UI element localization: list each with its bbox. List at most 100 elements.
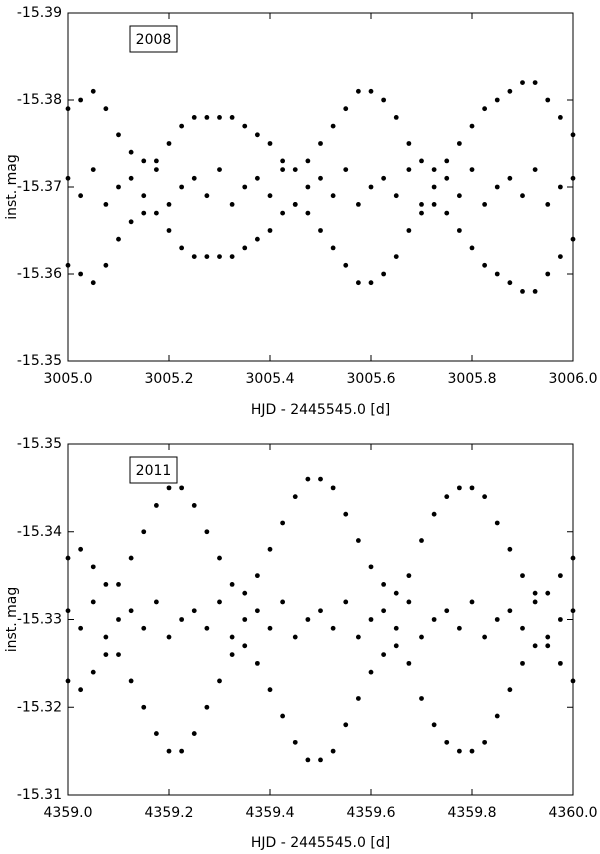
data-point xyxy=(343,722,349,728)
data-point xyxy=(419,634,424,640)
data-point xyxy=(128,175,134,181)
y-tick-label: -15.39 xyxy=(17,5,62,21)
data-point xyxy=(419,538,424,543)
x-tick-label: 4359.6 xyxy=(347,805,396,821)
data-point xyxy=(254,608,260,614)
data-point xyxy=(254,175,260,181)
data-point xyxy=(204,529,210,535)
data-point xyxy=(532,599,538,605)
x-tick-label: 4359.8 xyxy=(448,805,497,821)
data-point xyxy=(153,210,159,216)
data-point xyxy=(355,538,361,543)
data-point xyxy=(355,696,361,701)
data-point xyxy=(166,634,172,640)
data-point xyxy=(355,634,361,640)
data-point xyxy=(532,289,538,294)
data-point xyxy=(393,590,399,596)
data-point xyxy=(191,254,197,259)
y-tick-label: -15.37 xyxy=(17,179,62,195)
x-tick-label: 4359.4 xyxy=(246,805,295,821)
data-point xyxy=(532,167,538,173)
data-point xyxy=(280,713,286,719)
data-point xyxy=(456,193,462,199)
data-point xyxy=(330,193,336,199)
data-point xyxy=(343,262,349,268)
data-point xyxy=(318,141,323,146)
data-point xyxy=(419,202,424,207)
data-point xyxy=(507,608,513,614)
data-point xyxy=(318,608,323,614)
data-point xyxy=(191,503,197,508)
data-point xyxy=(532,590,538,596)
data-point xyxy=(153,167,159,173)
data-point xyxy=(456,485,462,491)
data-point xyxy=(90,599,96,605)
data-point xyxy=(103,202,109,207)
data-point xyxy=(381,175,387,181)
data-point xyxy=(229,202,235,207)
data-point xyxy=(330,123,336,129)
y-tick-label: -15.32 xyxy=(17,699,62,715)
data-point xyxy=(191,731,197,736)
data-point xyxy=(166,748,172,754)
data-point xyxy=(153,503,159,508)
data-point xyxy=(267,546,273,552)
data-point xyxy=(90,564,96,570)
data-point xyxy=(153,731,159,736)
data-point xyxy=(355,280,361,286)
data-point xyxy=(393,193,399,199)
data-point xyxy=(267,193,273,199)
y-tick-label: -15.35 xyxy=(17,353,62,369)
data-point xyxy=(229,582,235,587)
data-point xyxy=(557,254,563,259)
data-point xyxy=(444,175,450,181)
data-point xyxy=(217,115,222,120)
x-tick-label: 4359.0 xyxy=(44,805,93,821)
y-tick-label: -15.38 xyxy=(17,92,62,108)
data-point xyxy=(128,219,134,225)
data-point xyxy=(305,158,311,164)
data-point xyxy=(444,210,450,216)
data-point xyxy=(90,280,96,286)
data-point xyxy=(520,289,525,294)
data-point xyxy=(494,520,500,526)
data-point xyxy=(355,88,361,94)
data-point xyxy=(406,573,412,579)
data-point xyxy=(128,555,134,561)
data-point xyxy=(507,687,513,693)
data-point xyxy=(128,678,134,684)
data-point xyxy=(494,184,500,190)
data-point xyxy=(267,625,273,631)
data-point xyxy=(204,193,210,199)
y-tick-label: -15.35 xyxy=(17,436,62,452)
data-point xyxy=(431,202,437,207)
data-point xyxy=(381,97,387,103)
data-point xyxy=(507,175,513,181)
data-point xyxy=(482,739,488,745)
data-point xyxy=(368,564,374,570)
data-point xyxy=(456,228,462,233)
data-point xyxy=(116,132,121,138)
data-point xyxy=(520,660,525,666)
x-axis-label: HJD - 2445545.0 [d] xyxy=(251,835,390,851)
data-point xyxy=(532,643,538,649)
data-point xyxy=(482,494,488,500)
y-axis-label: inst. mag xyxy=(4,587,20,653)
data-point xyxy=(78,97,84,103)
data-point xyxy=(545,590,551,596)
data-point xyxy=(381,582,387,587)
data-point xyxy=(343,511,349,517)
annotation-box xyxy=(129,25,178,53)
data-point xyxy=(191,175,197,181)
data-point xyxy=(444,608,450,614)
data-point xyxy=(242,590,248,596)
annotation-box xyxy=(129,456,178,484)
data-point xyxy=(141,193,147,199)
data-point xyxy=(242,617,248,622)
data-point xyxy=(179,184,185,190)
data-point xyxy=(444,158,450,164)
data-point xyxy=(557,115,563,120)
data-point xyxy=(507,88,513,94)
data-point xyxy=(292,167,298,173)
